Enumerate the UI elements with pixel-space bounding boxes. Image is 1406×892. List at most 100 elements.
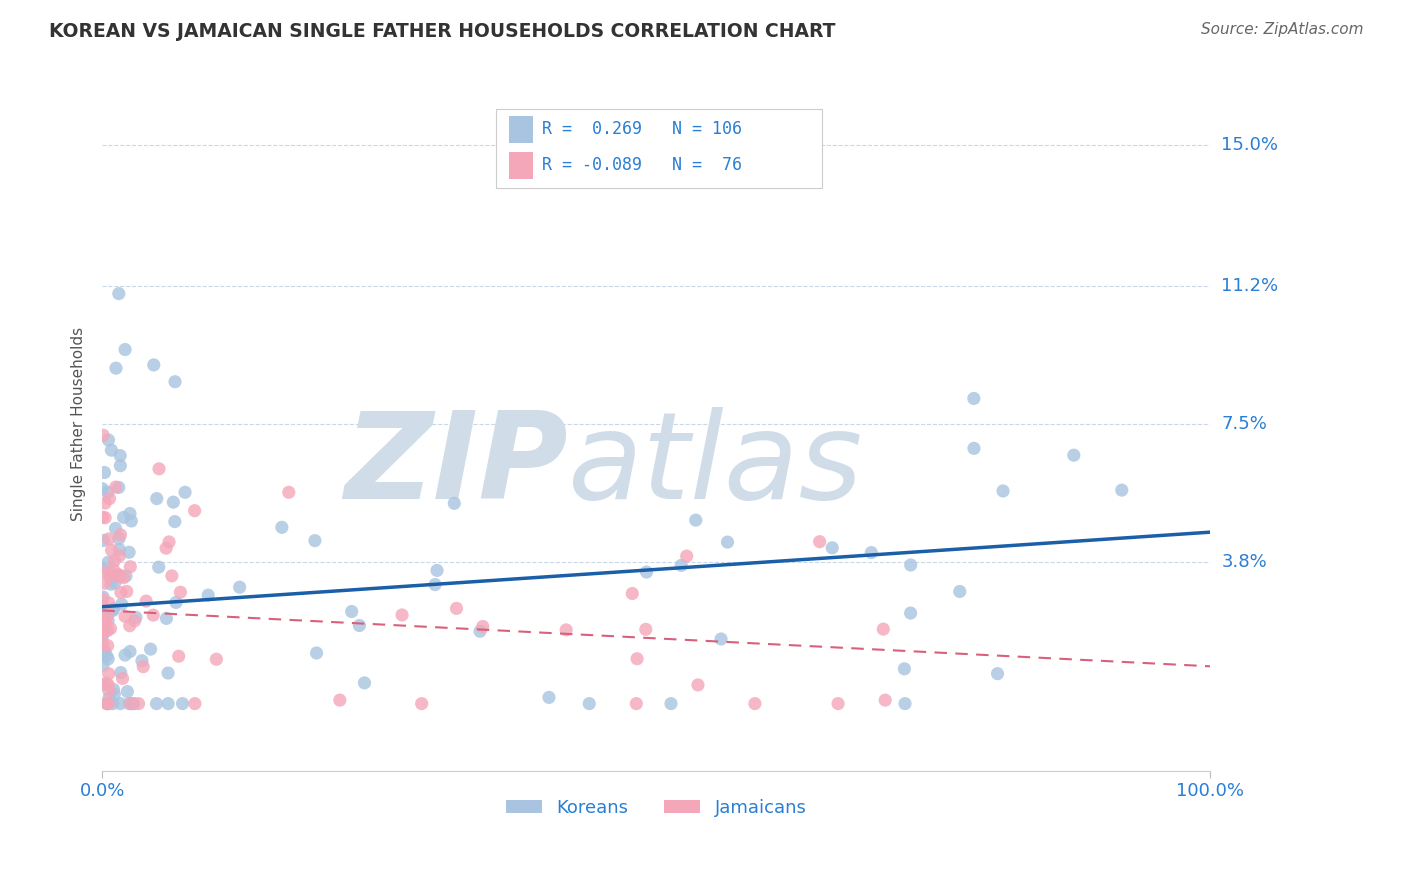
- Point: [118, 697, 141, 711]
- Point: [97, 555, 120, 569]
- Point: [340, 605, 363, 619]
- Point: [97, 652, 120, 666]
- Point: [97, 596, 120, 610]
- Point: [1111, 483, 1133, 497]
- Point: [110, 697, 132, 711]
- Point: [91, 638, 114, 652]
- Legend: Koreans, Jamaicans: Koreans, Jamaicans: [499, 791, 814, 824]
- Point: [100, 543, 122, 558]
- Point: [97, 684, 120, 698]
- Point: [104, 576, 127, 591]
- Text: atlas: atlas: [568, 407, 863, 524]
- Point: [675, 549, 697, 563]
- Point: [98, 491, 121, 506]
- Point: [91, 646, 114, 660]
- Point: [97, 678, 120, 692]
- Point: [118, 507, 141, 521]
- Point: [659, 697, 682, 711]
- Point: [93, 644, 115, 658]
- Point: [710, 632, 733, 646]
- Point: [114, 648, 136, 662]
- Point: [160, 569, 183, 583]
- Point: [108, 542, 131, 557]
- Point: [122, 697, 145, 711]
- Point: [91, 631, 114, 645]
- Point: [118, 545, 141, 559]
- Point: [91, 510, 114, 524]
- Point: [155, 541, 177, 556]
- Point: [197, 588, 219, 602]
- Point: [107, 568, 129, 582]
- Point: [671, 558, 693, 573]
- Point: [97, 639, 120, 653]
- Point: [900, 606, 922, 620]
- Point: [142, 608, 165, 623]
- Point: [411, 697, 433, 711]
- Point: [108, 549, 131, 563]
- Point: [139, 642, 162, 657]
- Point: [872, 622, 894, 636]
- Point: [165, 595, 187, 609]
- Point: [96, 697, 118, 711]
- Point: [103, 687, 125, 701]
- Point: [103, 563, 125, 577]
- Point: [860, 546, 883, 560]
- Point: [157, 666, 180, 681]
- Point: [100, 622, 122, 636]
- Point: [101, 603, 124, 617]
- Point: [128, 697, 150, 711]
- Point: [157, 697, 180, 711]
- Point: [97, 614, 120, 628]
- Point: [97, 485, 120, 500]
- Point: [100, 566, 122, 580]
- Point: [148, 560, 170, 574]
- Point: [97, 532, 120, 546]
- Point: [578, 697, 600, 711]
- Point: [93, 533, 115, 548]
- Point: [626, 697, 648, 711]
- Point: [353, 676, 375, 690]
- Point: [103, 554, 125, 568]
- Point: [96, 697, 118, 711]
- Point: [155, 611, 177, 625]
- Point: [174, 485, 197, 500]
- Point: [172, 697, 194, 711]
- Point: [107, 480, 129, 494]
- Point: [93, 626, 115, 640]
- Point: [93, 615, 115, 630]
- Point: [124, 614, 146, 628]
- Point: [104, 361, 127, 376]
- Point: [115, 569, 138, 583]
- Point: [96, 603, 118, 617]
- Point: [112, 571, 135, 585]
- Point: [98, 569, 121, 583]
- Point: [145, 491, 167, 506]
- Point: [686, 678, 709, 692]
- Point: [91, 590, 114, 604]
- Point: [110, 585, 132, 599]
- Point: [135, 594, 157, 608]
- Point: [100, 577, 122, 591]
- Point: [621, 586, 644, 600]
- Point: [471, 619, 494, 633]
- Point: [277, 485, 299, 500]
- Point: [108, 567, 131, 582]
- Point: [125, 610, 148, 624]
- Point: [97, 666, 120, 681]
- Text: 3.8%: 3.8%: [1222, 553, 1267, 571]
- Point: [93, 623, 115, 637]
- Text: 15.0%: 15.0%: [1222, 136, 1278, 153]
- Point: [636, 565, 658, 579]
- Point: [808, 534, 831, 549]
- Point: [93, 466, 115, 480]
- Point: [167, 649, 190, 664]
- Point: [142, 358, 165, 372]
- Point: [94, 510, 117, 524]
- Point: [949, 584, 972, 599]
- Point: [875, 693, 897, 707]
- Point: [157, 535, 180, 549]
- Point: [91, 565, 114, 579]
- Point: [111, 672, 134, 686]
- Point: [118, 644, 141, 658]
- Point: [986, 666, 1008, 681]
